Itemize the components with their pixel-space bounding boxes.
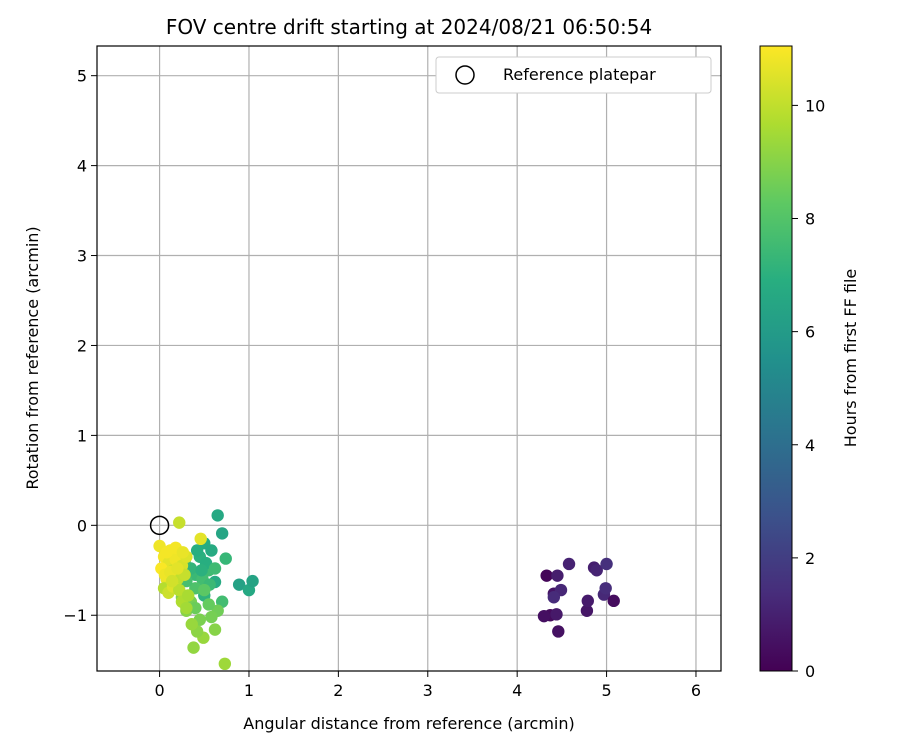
data-point (537, 609, 551, 623)
colorbar-label: Hours from first FF file (841, 269, 860, 448)
x-tick-label: 1 (244, 681, 254, 700)
x-tick-label: 6 (691, 681, 701, 700)
legend-box (435, 56, 712, 94)
data-point (185, 618, 198, 631)
data-point (198, 583, 211, 597)
data-point (246, 574, 259, 588)
colorbar-tick-label: 6 (805, 323, 815, 342)
colorbar-gradient (759, 45, 793, 672)
data-point (547, 591, 561, 604)
y-axis-label: Rotation from reference (arcmin) (23, 226, 42, 489)
y-tick-label: −1 (63, 606, 87, 625)
data-point (165, 574, 179, 588)
colorbar-tick-label: 10 (805, 96, 825, 115)
reference-platepar-marker (149, 515, 170, 536)
data-point (189, 601, 202, 615)
colorbar-ticks: 0 2 4 6 8 10 (792, 96, 825, 681)
data-point (581, 594, 594, 608)
legend-label: Reference platepar (503, 65, 656, 84)
data-point (173, 516, 186, 529)
data-point (599, 582, 612, 595)
y-tick-label: 2 (77, 336, 87, 355)
data-point (160, 546, 173, 559)
data-point (540, 569, 553, 582)
x-axis-ticks: 0 1 2 3 4 5 6 (154, 671, 701, 700)
data-point (607, 594, 620, 608)
colorbar-tick-label: 8 (805, 210, 815, 229)
data-point (219, 552, 232, 565)
y-tick-label: 1 (77, 426, 87, 445)
x-tick-label: 3 (423, 681, 433, 700)
y-axis-ticks: −1 0 1 2 3 4 5 (63, 67, 97, 625)
x-tick-label: 2 (333, 681, 343, 700)
y-tick-label: 4 (77, 157, 87, 176)
x-tick-label: 5 (601, 681, 611, 700)
plot-area-frame (96, 45, 722, 672)
chart-title: FOV centre drift starting at 2024/08/21 … (166, 15, 652, 39)
y-tick-label: 0 (77, 516, 87, 535)
data-point (580, 604, 594, 617)
data-point (194, 532, 207, 546)
y-tick-label: 3 (77, 247, 87, 266)
data-point (205, 610, 218, 624)
data-point (550, 608, 563, 621)
y-tick-label: 5 (77, 67, 87, 86)
data-point (205, 544, 218, 557)
data-point (195, 564, 208, 577)
x-tick-label: 0 (154, 681, 164, 700)
colorbar-tick-label: 0 (805, 662, 815, 681)
data-point (600, 557, 613, 571)
data-point (215, 527, 229, 540)
scatter-points (153, 509, 620, 671)
data-point (190, 544, 204, 557)
data-point (181, 589, 195, 602)
data-point (552, 625, 565, 638)
data-point (551, 569, 564, 582)
x-axis-label: Angular distance from reference (arcmin) (243, 714, 574, 733)
data-point (232, 578, 246, 591)
legend: Reference platepar (435, 56, 712, 94)
data-point (176, 546, 190, 559)
colorbar: 0 2 4 6 8 10 Hours from first FF file (759, 45, 860, 681)
data-point (208, 562, 222, 575)
x-tick-label: 4 (512, 681, 522, 700)
data-point (173, 583, 186, 597)
data-point (562, 557, 576, 571)
data-point (202, 598, 215, 611)
data-point (171, 562, 184, 575)
data-point (590, 564, 603, 577)
data-point (218, 657, 232, 671)
colorbar-tick-label: 2 (805, 549, 815, 568)
legend-reference-marker (455, 65, 475, 85)
data-point (187, 641, 200, 654)
data-point (208, 623, 222, 636)
data-point (211, 509, 224, 522)
data-point (180, 601, 193, 615)
colorbar-tick-label: 4 (805, 436, 815, 455)
